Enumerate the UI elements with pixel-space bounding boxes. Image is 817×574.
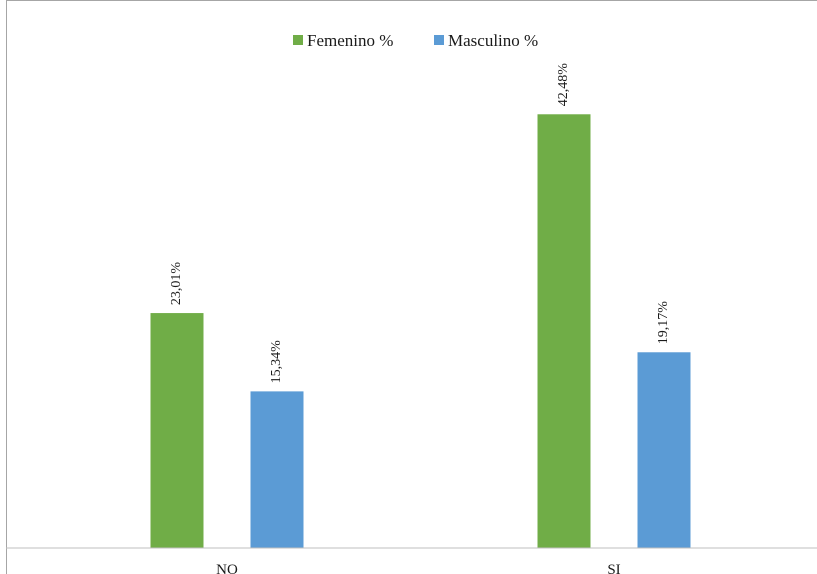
legend: Femenino % Masculino % [293, 31, 538, 50]
data-label-no-femenino: 23,01% [169, 262, 184, 306]
data-label-si-femenino: 42,48% [556, 63, 571, 107]
legend-label-masculino: Masculino % [448, 31, 538, 50]
bar-si-femenino [537, 114, 591, 548]
data-label-no-masculino: 15,34% [269, 340, 284, 384]
legend-label-femenino: Femenino % [307, 31, 393, 50]
bar-no-femenino [150, 313, 204, 548]
category-label-si: SI [607, 562, 620, 574]
bars-group [150, 114, 691, 548]
bar-no-masculino [250, 391, 304, 548]
bar-si-masculino [637, 352, 691, 548]
category-label-no: NO [216, 562, 238, 574]
legend-swatch-masculino [434, 35, 444, 45]
legend-swatch-femenino [293, 35, 303, 45]
data-labels-group: 23,01% 42,48% 15,34% 19,17% [169, 63, 671, 384]
data-label-si-masculino: 19,17% [656, 301, 671, 345]
category-labels-group: NO SI [216, 562, 621, 574]
